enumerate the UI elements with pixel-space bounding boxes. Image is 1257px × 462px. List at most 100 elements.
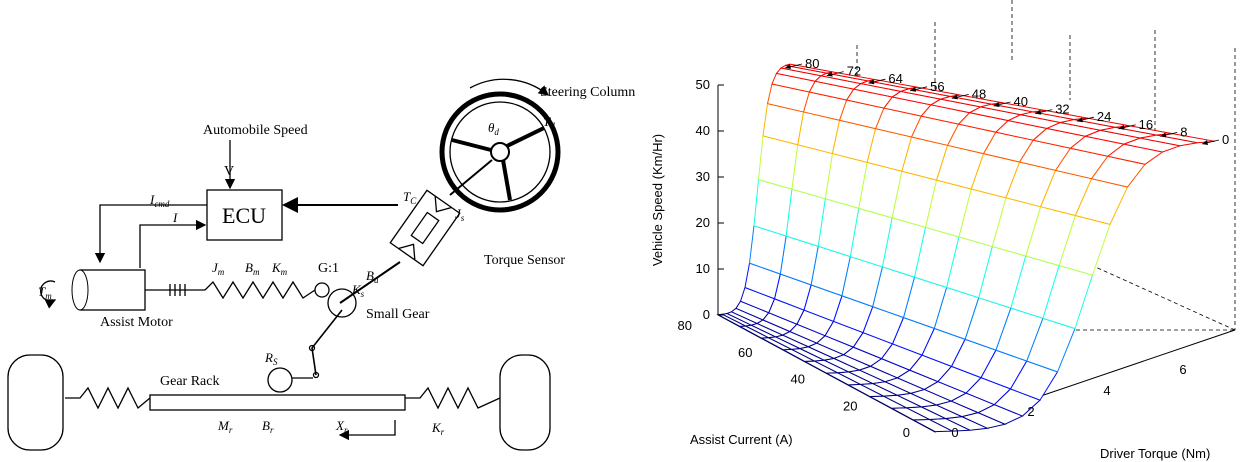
arrowhead (910, 86, 917, 92)
arrowhead (1076, 117, 1083, 123)
tick-label: 2 (1027, 404, 1034, 419)
label: Br (262, 418, 274, 435)
label: d (550, 121, 555, 131)
tick-label: 50 (696, 77, 710, 92)
curve-label: 56 (930, 79, 944, 94)
curve-label: 48 (972, 86, 986, 101)
arrowhead (1160, 132, 1167, 138)
curve-label: 24 (1097, 109, 1111, 124)
mesh (716, 63, 1216, 433)
curve-label: 0 (1222, 132, 1229, 147)
arrowhead (951, 94, 958, 100)
tick-label: 60 (738, 345, 752, 360)
label: m (218, 267, 225, 277)
label: Km (271, 260, 288, 277)
label: Gear Rack (160, 374, 219, 389)
label: Assist Motor (100, 315, 173, 330)
axis-label: Vehicle Speed (Km/Hr) (650, 134, 665, 266)
arrowhead (826, 71, 833, 77)
label: K (431, 420, 442, 435)
label: Ks (351, 282, 365, 299)
surface-plot: Vehicle Speed (Km/Hr) Assist Current (A)… (650, 0, 1236, 461)
axis-label: Driver Torque (Nm) (1100, 446, 1210, 461)
label: TC (403, 189, 417, 206)
label: T (543, 114, 551, 129)
label: B (366, 268, 374, 283)
ecu: ECU (222, 203, 266, 228)
label: V (224, 164, 234, 179)
tick-label: 30 (696, 169, 710, 184)
label: RS (264, 350, 278, 367)
label: Steering Column (540, 85, 635, 100)
label: Bu (366, 268, 379, 285)
label: Tm (38, 284, 52, 301)
arrowhead (1118, 124, 1125, 130)
curve-label: 64 (888, 71, 902, 86)
label: B (262, 418, 270, 433)
tick-label: 20 (696, 215, 710, 230)
label: S (273, 357, 278, 367)
axis-label: Assist Current (A) (690, 432, 793, 447)
label: cmd (154, 199, 169, 209)
label: Td (543, 114, 555, 131)
label: X (335, 418, 345, 433)
label: s (361, 289, 365, 299)
curve-label: 72 (847, 64, 861, 79)
curve-label: 32 (1055, 102, 1069, 117)
curve-label: 80 (805, 56, 819, 71)
tick-label: 40 (791, 372, 805, 387)
mesh-cell (785, 63, 833, 74)
arrowhead (1202, 140, 1208, 145)
label: Torque Sensor (484, 253, 565, 268)
label: Small Gear (366, 307, 430, 322)
arrowhead (993, 102, 1000, 107)
tick-label: 4 (1103, 383, 1110, 398)
label: J (212, 260, 219, 275)
mesh-cell (757, 135, 799, 190)
curve-label: 16 (1139, 117, 1153, 132)
ecu-box (206, 189, 283, 241)
label: m (253, 267, 260, 277)
label: T (403, 189, 411, 204)
label: M (217, 418, 230, 433)
curve-label: 40 (1014, 94, 1028, 109)
label: Mr (217, 418, 233, 435)
tick-label: 0 (951, 425, 958, 440)
label: Automobile Speed (203, 123, 308, 138)
label: r (229, 425, 233, 435)
label: G:1 (318, 261, 339, 276)
label: Bm (245, 260, 260, 277)
mesh-cell (785, 188, 826, 247)
arrowhead (1035, 109, 1042, 115)
arrowhead (785, 64, 791, 69)
label: K (271, 260, 282, 275)
label: Js (455, 206, 465, 223)
tick-label: 0 (703, 307, 710, 322)
label: I (149, 192, 155, 207)
label: r (344, 425, 348, 435)
label: Jm (212, 260, 225, 277)
label: J (455, 206, 462, 221)
tick-label: 40 (696, 123, 710, 138)
label: θ (488, 120, 495, 135)
label: m (281, 267, 288, 277)
label: u (374, 275, 379, 285)
eps-diagram: ECU Automobile Speed V Steering Column T… (7, 78, 635, 451)
label: m (45, 291, 52, 301)
tick-label: 80 (678, 318, 692, 333)
curve-label: 8 (1180, 124, 1187, 139)
tick-label: 20 (843, 398, 857, 413)
label: T (38, 284, 46, 299)
label: I (172, 210, 178, 225)
label: s (461, 213, 465, 223)
label: C (410, 196, 417, 206)
tick-label: 0 (903, 425, 910, 440)
label: r (270, 425, 274, 435)
label: B (245, 260, 253, 275)
mesh-cell (753, 178, 793, 237)
label: Icmd (149, 192, 170, 209)
tick-label: 6 (1179, 362, 1186, 377)
tick-label: 10 (696, 261, 710, 276)
label: θd (488, 120, 499, 137)
